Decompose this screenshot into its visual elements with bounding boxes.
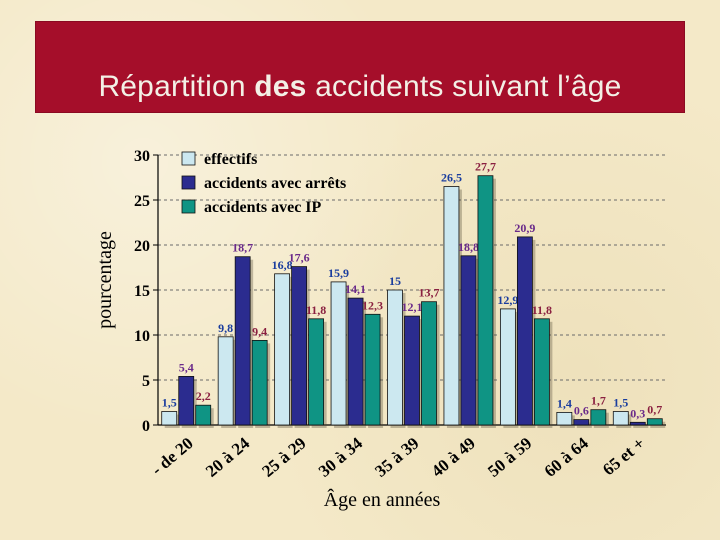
data-label: 12,3	[362, 298, 383, 312]
data-label: 9,8	[218, 321, 233, 335]
bar	[234, 256, 251, 426]
title-bold-word: des	[254, 70, 307, 103]
title-banner: Répartition des accidents suivant l’âge	[36, 22, 684, 112]
data-label: 13,7	[419, 286, 440, 300]
data-label: 1,4	[557, 396, 572, 410]
data-label: 27,7	[475, 160, 496, 174]
data-label: 0,7	[647, 403, 662, 417]
bar-shadow	[633, 425, 649, 428]
x-tick-label: 25 à 29	[258, 434, 309, 481]
data-label: 0,6	[574, 404, 589, 418]
title-part-2: accidents suivant l’âge	[306, 70, 622, 103]
data-label: 12,9	[497, 293, 518, 307]
legend-label: accidents avec IP	[204, 199, 322, 216]
x-tick-label: 50 à 59	[484, 434, 535, 481]
bar	[364, 313, 381, 426]
data-label: 20,9	[514, 221, 535, 235]
y-axis-title: pourcentage	[94, 231, 116, 329]
data-label: 17,6	[289, 251, 310, 265]
y-tick-label: 10	[134, 328, 150, 345]
legend-swatch	[181, 199, 196, 214]
data-label: 15	[389, 274, 401, 288]
x-tick-label: 60 à 64	[541, 433, 593, 481]
bar	[291, 266, 308, 426]
data-label: 1,5	[162, 396, 177, 410]
bar	[590, 409, 607, 426]
legend-label: effectifs	[204, 151, 257, 168]
data-label: 5,4	[179, 360, 194, 374]
x-axis-title: Âge en années	[324, 488, 441, 511]
x-tick-label: 35 à 39	[371, 434, 422, 481]
data-label: 2,2	[196, 389, 211, 403]
y-tick-label: 0	[142, 418, 150, 435]
data-label: 26,5	[441, 171, 462, 185]
bar	[217, 336, 234, 426]
bar	[161, 411, 178, 426]
y-tick-label: 25	[134, 193, 150, 210]
data-label: 9,4	[252, 324, 267, 338]
bar	[387, 289, 403, 426]
x-tick-label: 40 à 49	[428, 434, 479, 481]
bar	[178, 375, 195, 426]
legend-swatch	[181, 175, 196, 190]
bar	[251, 339, 268, 426]
data-label: 0,3	[630, 406, 645, 420]
data-label: 18,8	[458, 240, 479, 254]
x-tick-label: - de 20	[148, 434, 197, 480]
data-label: 11,8	[306, 303, 326, 317]
bar	[421, 301, 437, 426]
bar	[460, 255, 477, 426]
data-label: 14,1	[345, 282, 366, 296]
bar	[404, 315, 420, 426]
bar	[516, 236, 533, 426]
bar	[612, 411, 629, 426]
y-tick-label: 5	[142, 373, 150, 390]
y-tick-label: 15	[134, 283, 150, 300]
x-tick-label: 20 à 24	[202, 433, 254, 481]
y-tick-label: 20	[134, 238, 150, 255]
bar	[477, 175, 494, 426]
bar	[499, 308, 516, 426]
bar	[573, 419, 590, 426]
bar	[330, 281, 347, 426]
x-tick-label: 65 et +	[599, 434, 648, 480]
y-tick-label: 30	[134, 148, 150, 165]
bar	[443, 186, 460, 426]
data-label: 15,9	[328, 266, 349, 280]
data-label: 1,7	[591, 394, 606, 408]
data-label: 12,1	[402, 300, 423, 314]
bar	[629, 421, 646, 426]
bar	[347, 297, 364, 426]
slide-title: Répartition des accidents suivant l’âge	[36, 70, 684, 104]
x-tick-label: 30 à 34	[315, 433, 367, 481]
data-label: 11,8	[532, 303, 552, 317]
data-label: 18,7	[232, 241, 253, 255]
legend-label: accidents avec arrêts	[204, 175, 346, 192]
data-label: 16,8	[272, 258, 293, 272]
bar	[274, 273, 291, 426]
bar	[646, 418, 663, 426]
bar	[308, 318, 325, 426]
title-part-1: Répartition	[98, 70, 255, 103]
legend-swatch	[181, 151, 196, 166]
data-label: 1,5	[613, 396, 628, 410]
bar	[195, 404, 212, 426]
bar	[533, 318, 550, 426]
bar	[556, 411, 573, 426]
